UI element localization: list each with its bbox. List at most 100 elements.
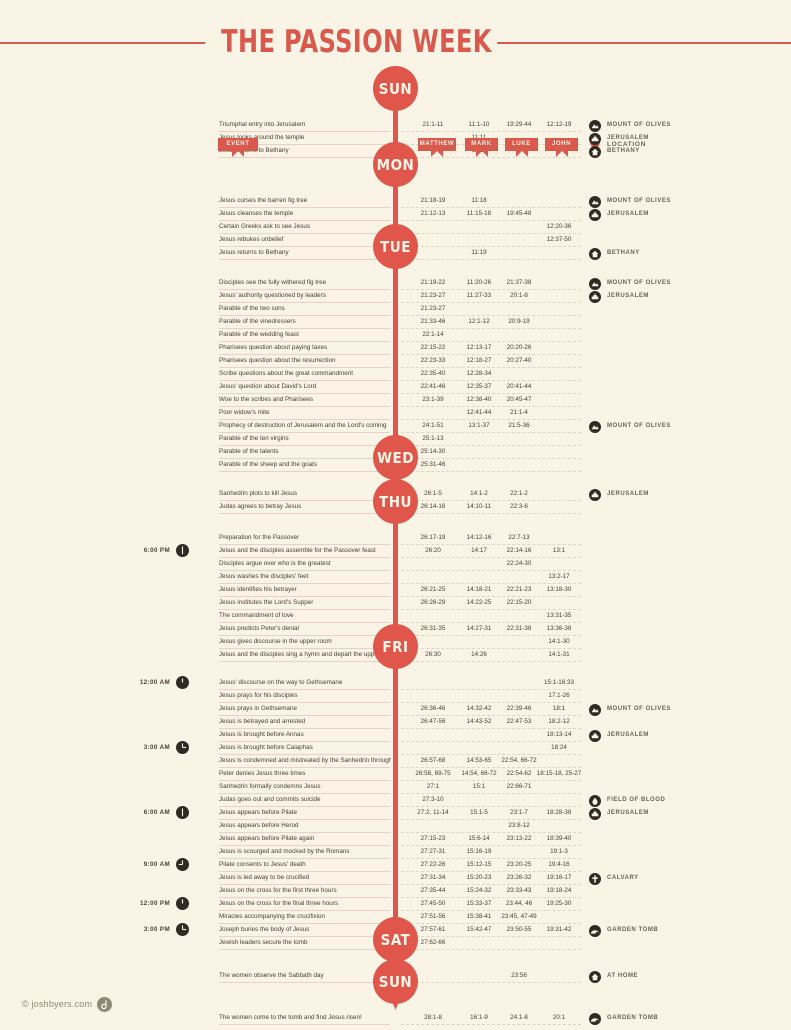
table-row: Jesus is brought before Caiaphas 18:24 [0,742,791,755]
ref-mark: 15:1-5 [470,809,488,816]
city-icon [589,729,601,742]
row-rule [219,741,390,743]
ref-matthew: 27:57-61 [420,926,446,933]
ref-john: 19:1-3 [550,848,568,855]
table-row: Jesus on the cross for the first three h… [0,885,791,898]
ref-mark: 15:1 [472,783,486,790]
ref-luke: 21:5-36 [508,422,530,429]
event-description: Preparation for the Passover [219,534,300,541]
ref-john: 12:12-19 [546,121,572,128]
location-label: BETHANY [607,148,640,154]
ref-mark: 15:42-47 [466,926,492,933]
table-row: Jesus prays in Gethsemane 26:36-46 14:32-4… [0,703,791,716]
table-row: Jesus is brought before Annas 18:13-14 JER… [0,729,791,742]
row-rule-dashed [401,328,581,330]
row-rule-dashed [401,635,581,637]
ref-mark: 15:24-32 [466,887,492,894]
column-header-luke-label: LUKE [512,141,531,147]
ref-matthew: 27:27-31 [420,848,446,855]
ref-mark: 14:54, 66-72 [461,770,497,777]
ref-luke: 23:8-12 [508,822,530,829]
event-description: Jesus identifies his betrayer [219,586,297,593]
day-marker-sun: SUN [373,66,418,117]
ref-luke: 23:26-32 [506,874,532,881]
table-row: Jesus cleanses the temple 21:12-13 11:15-1… [0,208,791,221]
event-description: Parable of the ten virgins [219,435,289,442]
ref-matthew: 23:1-39 [422,396,444,403]
ref-matthew: 25:14-30 [420,448,446,455]
city-icon [589,807,601,820]
location-label: GARDEN TOMB [607,927,659,933]
ref-matthew: 26:31-35 [420,625,446,632]
ref-luke: 22:3-6 [510,503,528,510]
day-marker-sun: SUN [373,959,418,1010]
table-row: Jesus and the disciples assemble for the… [0,545,791,558]
time-label: 12:00 AM [139,679,170,686]
row-rule-dashed [401,583,581,585]
table-row: Jesus predicts Peter's denial 26:31-35 14:… [0,623,791,636]
ref-mark: 14:12-16 [466,534,492,541]
event-description: Jesus' authority questioned by leaders [219,292,326,299]
copyright-icon: © [22,999,29,1009]
ref-matthew: 21:23-27 [420,292,446,299]
page-title: THE PASSION WEEK [216,22,497,62]
ref-mark: 12:38-40 [466,396,492,403]
row-rule-dashed [401,246,581,248]
location-label: JERUSALEM [607,135,649,141]
row-rule-dashed [401,367,581,369]
row-rule-dashed [401,596,581,598]
footer: © joshbyers.com [22,994,113,1014]
ref-luke: 23:33-43 [506,887,532,894]
row-rule [219,871,390,873]
ref-mark: 11:19 [471,249,487,256]
table-row: Prophecy of destruction of Jerusalem and… [0,420,791,433]
ref-mark: 11:27-33 [466,292,492,299]
row-rule [219,144,390,146]
ref-mark: 15:12-15 [466,861,492,868]
table-row: Jesus' authority questioned by leaders 21… [0,290,791,303]
column-header-mark: MARK [465,138,498,157]
table-row: Disciples argue over who is the greatest… [0,558,791,571]
event-description: Jesus appears before Pilate again [219,835,315,842]
table-row: Jesus identifies his betrayer 26:21-25 14:… [0,584,791,597]
event-description: Parable of the talents [219,448,279,455]
ref-luke: 22:31-38 [506,625,532,632]
ref-luke: 20:27-40 [506,357,532,364]
table-row: Joseph buries the body of Jesus 27:57-61 1… [0,924,791,937]
row-rule-dashed [401,557,581,559]
ref-mark: 15:16-19 [466,848,492,855]
row-rule [219,949,390,951]
clock-icon-6pm [176,544,189,557]
ref-matthew: 27:1 [426,783,440,790]
table-row: The women come to the tomb and find Jesu… [0,1012,791,1025]
event-description: The women come to the tomb and find Jesu… [219,1014,362,1021]
row-rule-dashed [401,845,581,847]
row-rule-dashed [401,884,581,886]
row-rule-dashed [401,380,581,382]
location-label: JERUSALEM [607,211,649,217]
ref-mark: 14:17 [471,547,487,554]
city-icon [589,488,601,501]
event-description: Pharisees question about the resurrectio… [219,357,336,364]
table-row: Jesus is led away to be crucified 27:31-3… [0,872,791,885]
table-row: Jesus is condemned and mistreated by the… [0,755,791,768]
ref-mark: 12:18-27 [466,357,492,364]
row-rule [219,131,390,133]
table-row: Pharisees question about the resurrectio… [0,355,791,368]
table-row: Parable of the vinedressers 21:33-46 12:1-… [0,316,791,329]
event-description: Scribe questions about the great command… [219,370,354,377]
ref-john: 18:13-14 [546,731,572,738]
row-rule-dashed [401,702,581,704]
ref-mark: 12:35-37 [466,383,492,390]
clock-icon-12am [176,676,189,689]
ref-mark: 15:33-37 [466,900,492,907]
table-row: Jesus appears before Pilate again 27:15-2… [0,833,791,846]
ref-matthew: 26:20 [425,547,441,554]
table-row: Scribe questions about the great command… [0,368,791,381]
row-rule-dashed [401,1024,581,1026]
title-bar: THE PASSION WEEK [0,22,791,64]
event-description: Parable of the vinedressers [219,318,296,325]
table-row: Miracles accompanying the crucifixion 27:… [0,911,791,924]
row-rule-dashed [401,131,581,133]
row-rule [219,583,390,585]
